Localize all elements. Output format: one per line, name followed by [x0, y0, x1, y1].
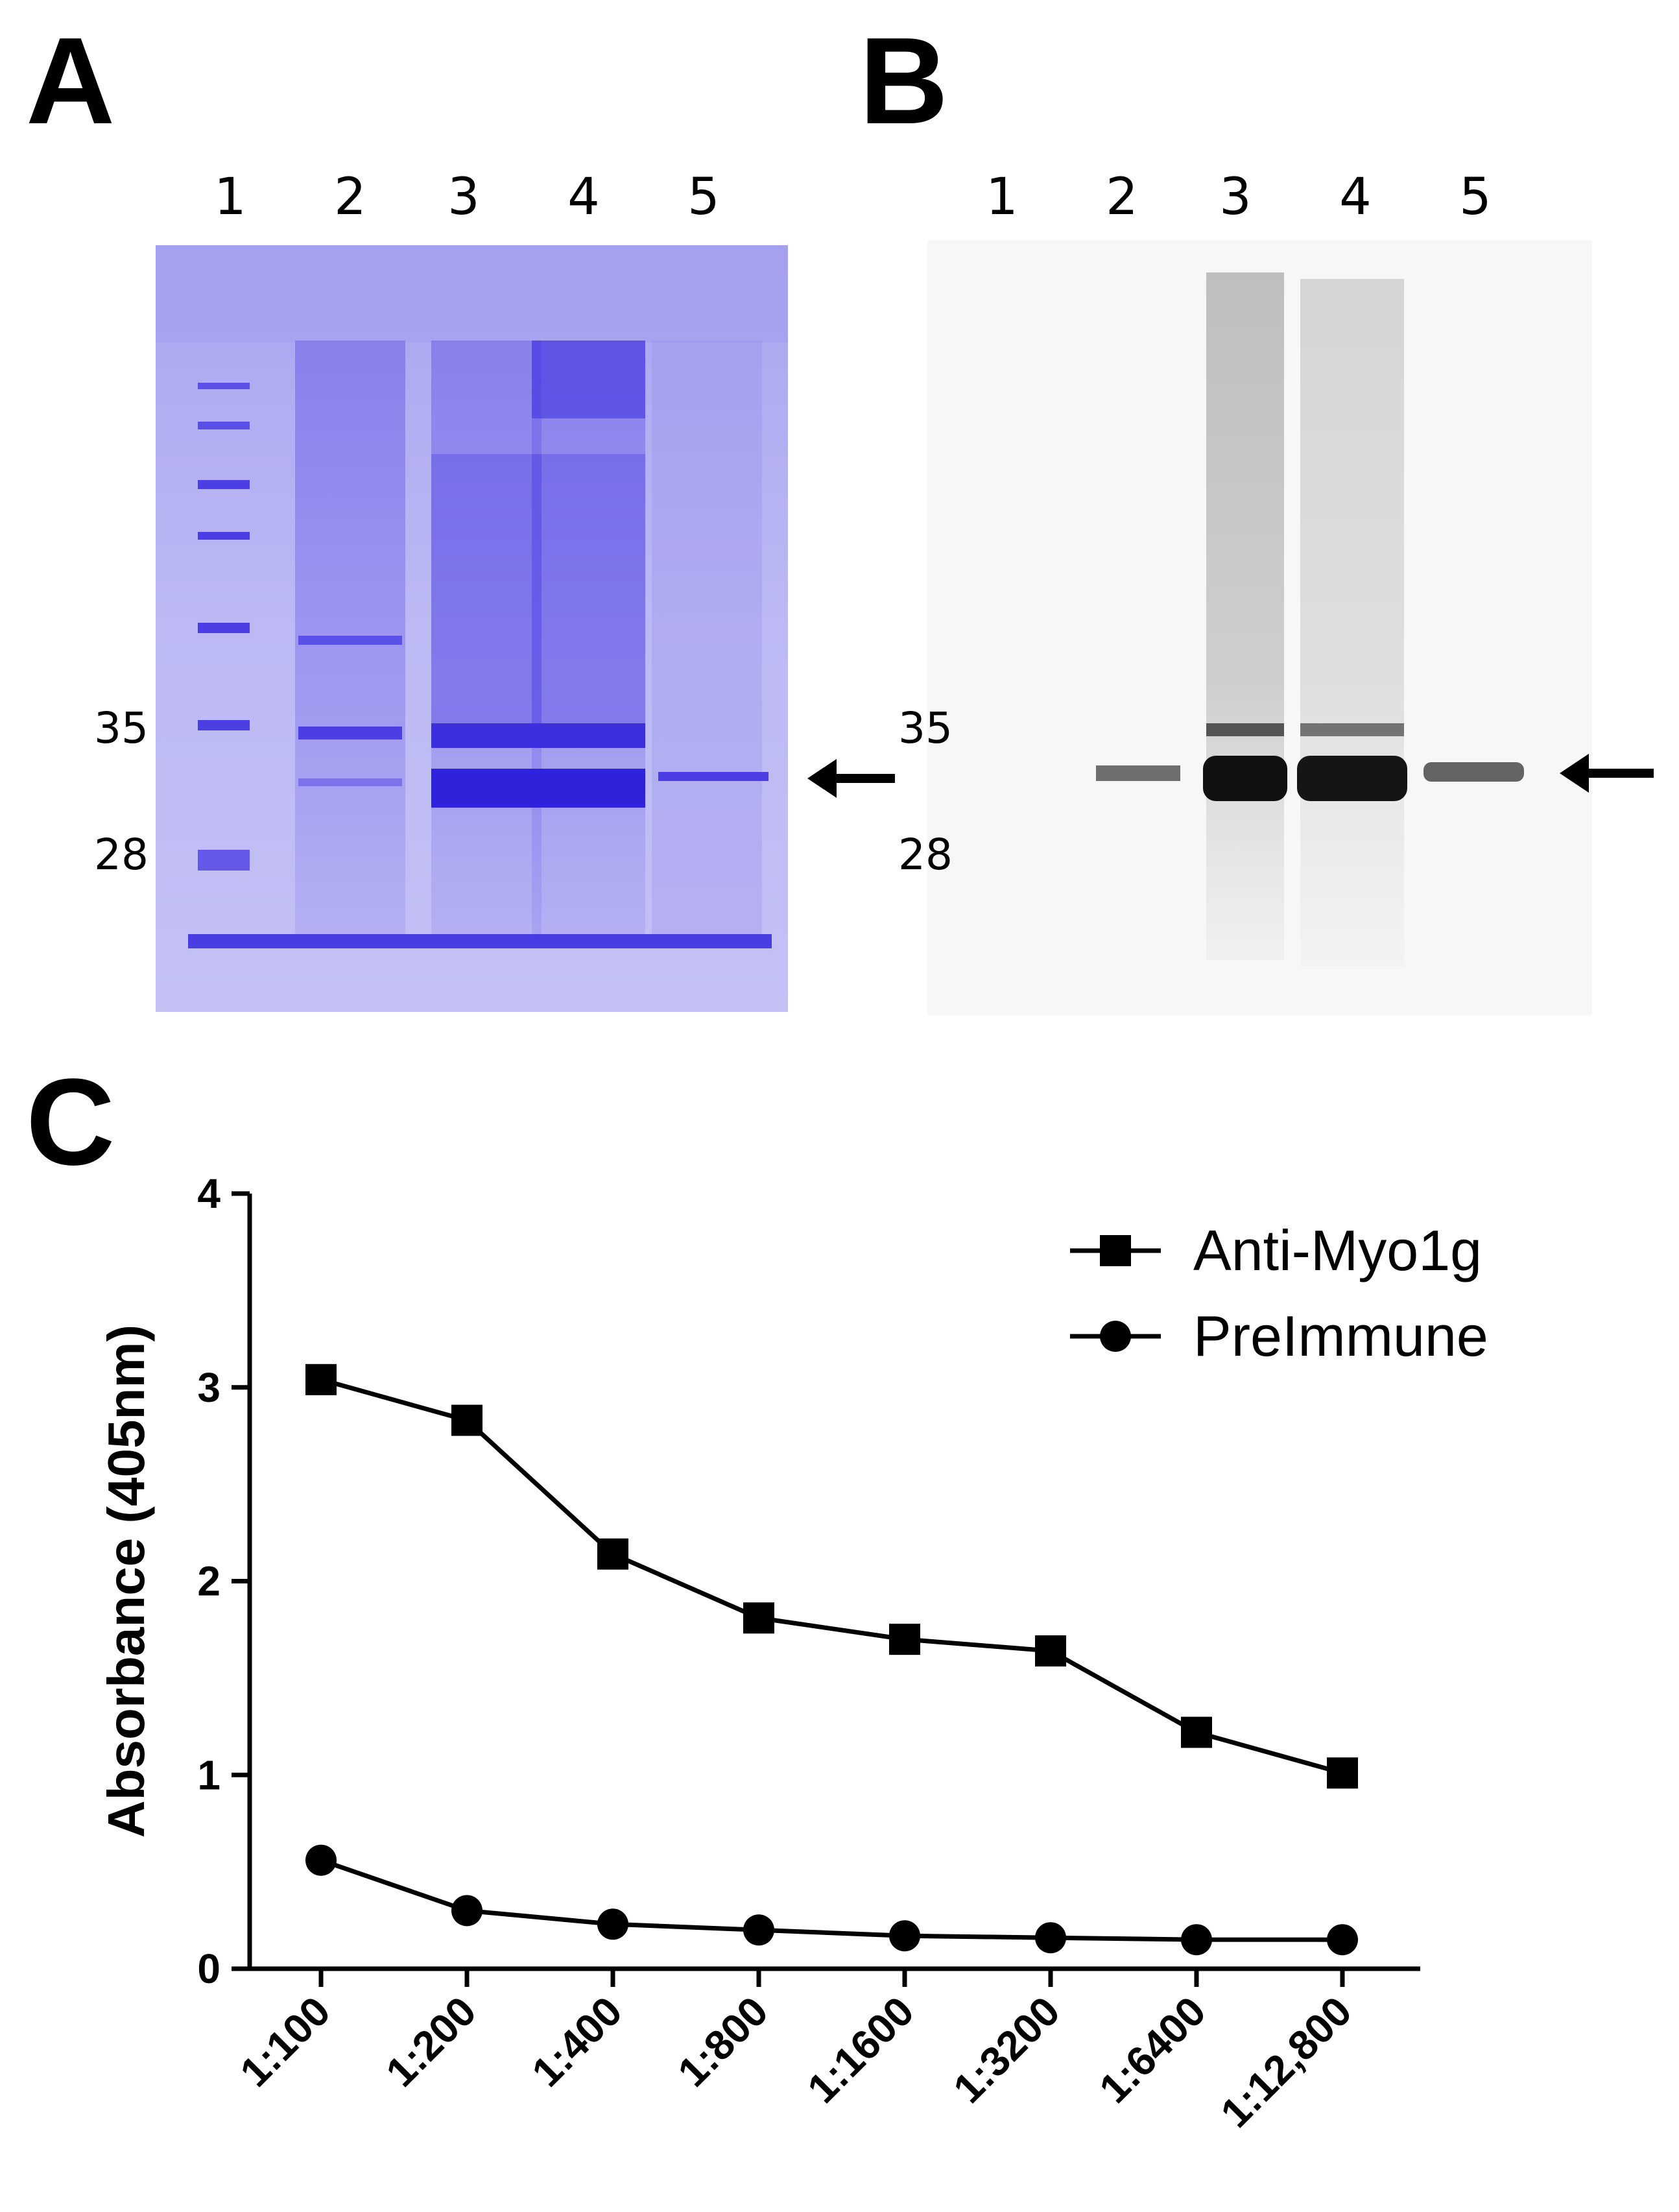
lane-a-3: 3 [447, 168, 480, 226]
data-point-circle [597, 1908, 628, 1940]
lane-a-1: 1 [214, 168, 246, 226]
data-point-square [1181, 1716, 1212, 1748]
lane-b-1: 1 [986, 168, 1018, 226]
x-tick-label: 1:800 [669, 1988, 777, 2096]
x-tick-label: 1:3200 [944, 1988, 1069, 2112]
y-tick-label: 2 [197, 1558, 220, 1605]
legend-square-marker [1100, 1235, 1131, 1266]
band-arrow-a [807, 759, 895, 798]
lane-a-5: 5 [687, 168, 720, 226]
lane-a-2: 2 [334, 168, 366, 226]
x-tick-label: 1:400 [523, 1988, 631, 2096]
legend-label: Anti-Myo1g [1193, 1218, 1482, 1282]
data-point-circle [743, 1914, 774, 1946]
lane-b-2: 2 [1106, 168, 1138, 226]
lane-b-5: 5 [1459, 168, 1492, 226]
legend-circle-marker [1100, 1321, 1131, 1352]
x-tick-label: 1:12,800 [1211, 1988, 1361, 2137]
data-point-square [1327, 1757, 1358, 1789]
panel-c-letter: C [26, 1053, 115, 1191]
legend-label: PreImmune [1193, 1304, 1488, 1368]
data-point-square [889, 1624, 920, 1655]
series-line-1 [320, 1858, 1342, 1942]
data-point-square [1035, 1635, 1066, 1667]
y-axis-label: Absorbance (405nm) [97, 1325, 155, 1838]
panel-b: B 1 2 3 4 5 35 28 [859, 12, 1654, 1015]
panel-a: A 1 2 3 4 5 [26, 12, 895, 1012]
lane-b-4: 4 [1339, 168, 1372, 226]
x-tick-label: 1:100 [231, 1988, 339, 2096]
y-tick-label: 3 [197, 1364, 220, 1411]
x-tick-label: 1:6400 [1090, 1988, 1215, 2112]
western-blot [927, 240, 1592, 1015]
x-tick-label: 1:200 [377, 1988, 485, 2096]
y-tick-label: 0 [197, 1945, 220, 1992]
lane-a-4: 4 [567, 168, 600, 226]
mw-28-a: 28 [94, 830, 149, 880]
band-arrow-b [1560, 754, 1654, 793]
panel-a-letter: A [26, 12, 115, 150]
mw-35-a: 35 [94, 703, 149, 753]
panel-b-letter: B [859, 12, 948, 150]
data-point-circle [889, 1920, 920, 1952]
data-point-circle [1181, 1924, 1212, 1956]
data-point-circle [1035, 1922, 1066, 1954]
data-point-square [597, 1538, 628, 1570]
data-point-square [305, 1364, 337, 1395]
absorbance-chart: 0 1 2 3 4 1:100 1:200 1:400 1:800 1:1600 1:3200 1:6… [97, 1170, 1488, 2137]
data-point-circle [1327, 1924, 1358, 1956]
data-point-square [451, 1404, 482, 1436]
y-tick-label: 1 [197, 1751, 220, 1798]
mw-35-b: 35 [898, 703, 953, 753]
data-point-circle [451, 1895, 482, 1927]
x-tick-label: 1:1600 [798, 1988, 923, 2112]
y-tick-label: 4 [197, 1170, 220, 1217]
lane-b-3: 3 [1219, 168, 1252, 226]
series-line-0 [320, 1377, 1343, 1775]
mw-28-b: 28 [898, 830, 953, 880]
data-point-circle [305, 1844, 337, 1876]
coomassie-gel [156, 245, 788, 1012]
data-point-square [743, 1602, 774, 1634]
